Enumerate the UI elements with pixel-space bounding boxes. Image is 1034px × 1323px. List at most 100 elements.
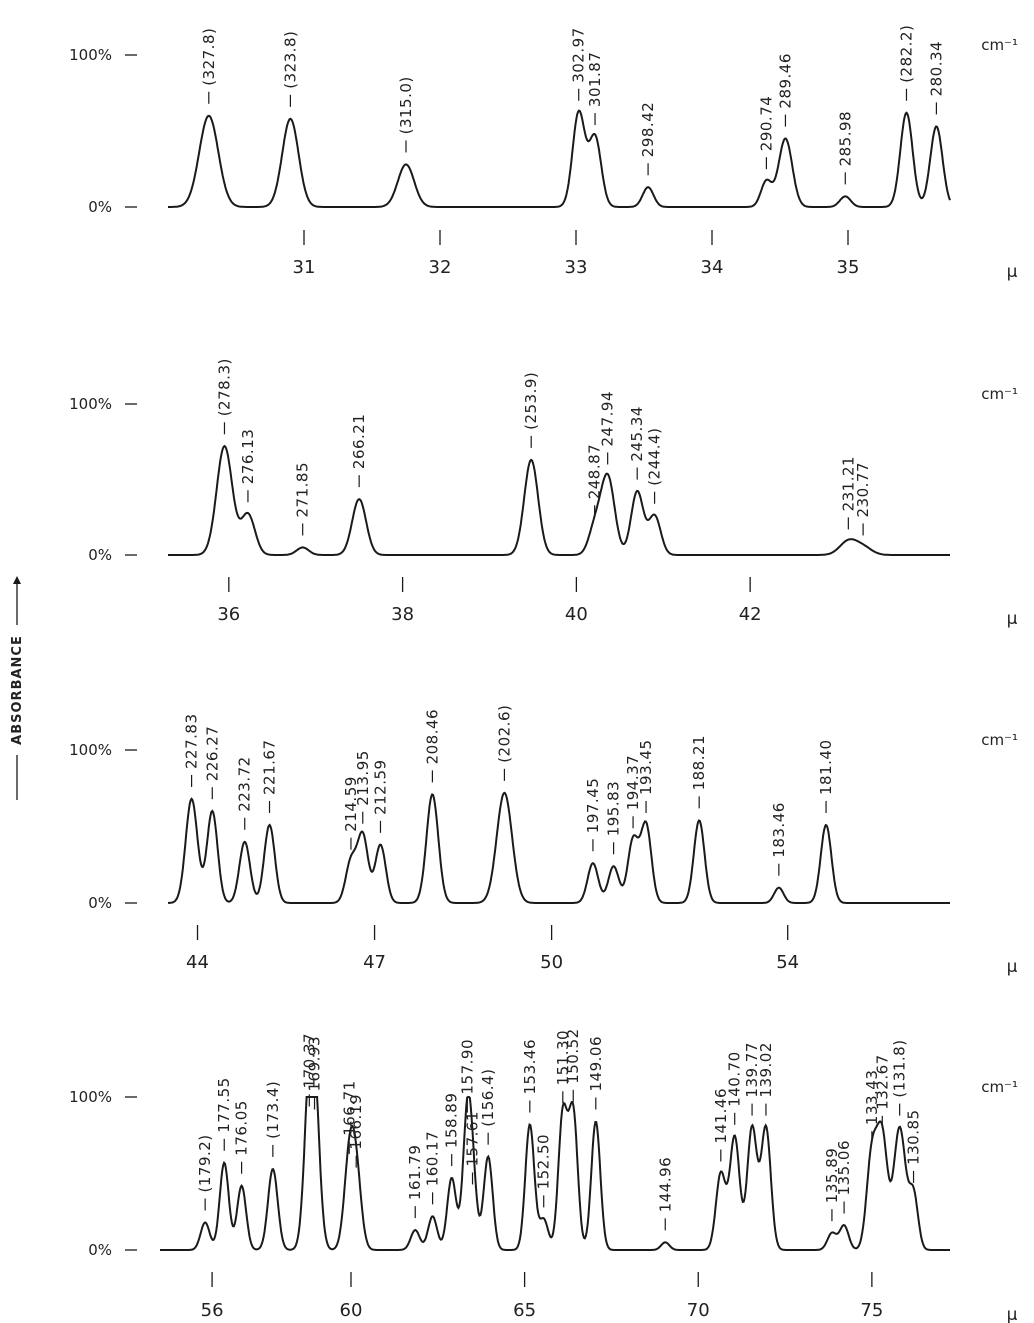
x-tick-label: 32	[429, 257, 452, 278]
peak-label: (278.3)	[216, 358, 234, 416]
peak-label: 149.06	[587, 1036, 605, 1092]
peak-label: 169.93	[306, 1036, 324, 1092]
peak-label: 135.06	[835, 1140, 853, 1196]
peak-label: 153.46	[521, 1039, 539, 1095]
peak-label: (323.8)	[281, 31, 299, 89]
peak-label: 285.98	[836, 111, 854, 167]
peak-label: 289.46	[776, 53, 794, 109]
peak-label: 302.97	[570, 27, 588, 83]
peak-label: 157.61	[464, 1111, 482, 1167]
y-axis-title: ABSORBANCE	[10, 635, 25, 745]
x-unit-label: μ	[1007, 609, 1018, 629]
wavenumber-unit-label: cm⁻¹	[981, 385, 1018, 403]
y-label-100: 100%	[69, 1088, 112, 1106]
spectrum-panel: 100% 0% cm⁻¹ μ 36 38 40 42 (278.3) 276.13 271.85 26…	[69, 358, 1018, 629]
x-tick-label: 75	[860, 1300, 883, 1321]
spectrum-panel: 100% 0% cm⁻¹ μ 56 60 65 70 75 (179.2)177.55 176.05…	[69, 1028, 1018, 1323]
wavenumber-unit-label: cm⁻¹	[981, 731, 1018, 749]
x-tick-label: 47	[363, 952, 386, 973]
peak-label: 140.70	[726, 1051, 744, 1107]
peak-label: 158.89	[443, 1093, 461, 1149]
peak-label: 208.46	[423, 709, 441, 765]
y-label-0: 0%	[88, 894, 112, 912]
peak-label: (173.4)	[264, 1081, 282, 1139]
peak-label: 160.17	[424, 1131, 442, 1187]
peak-label: 139.02	[757, 1042, 775, 1098]
peak-label: 227.83	[183, 714, 201, 770]
x-unit-label: μ	[1007, 1305, 1018, 1323]
peak-label: 157.90	[458, 1039, 476, 1095]
peak-label: 141.46	[712, 1088, 730, 1144]
peak-label: (253.9)	[522, 372, 540, 430]
x-tick-label: 40	[565, 604, 588, 625]
x-tick-label: 70	[687, 1300, 710, 1321]
peak-label: 223.72	[236, 756, 254, 812]
wavenumber-unit-label: cm⁻¹	[981, 1078, 1018, 1096]
peak-label: 166.19	[347, 1094, 365, 1150]
peak-label: 245.34	[628, 406, 646, 462]
peak-label: 290.74	[757, 96, 775, 152]
peak-label: 188.21	[690, 735, 708, 791]
peak-label: 194.37	[624, 755, 642, 811]
x-unit-label: μ	[1007, 957, 1018, 977]
spectrum-panel: 100% 0% cm⁻¹ μ 44 47 50 54 227.83 226.27 223.72 221…	[69, 705, 1018, 977]
y-label-0: 0%	[88, 546, 112, 564]
peak-label: 214.59	[342, 776, 360, 832]
peak-label: 298.42	[639, 102, 657, 158]
peak-label: (327.8)	[200, 28, 218, 86]
x-unit-label: μ	[1007, 262, 1018, 282]
x-tick-label: 65	[513, 1300, 536, 1321]
x-tick-label: 50	[540, 952, 563, 973]
x-tick-label: 42	[739, 604, 762, 625]
x-tick-label: 56	[201, 1300, 224, 1321]
peak-label: 195.83	[605, 781, 623, 837]
peak-label: (315.0)	[397, 76, 415, 134]
y-label-0: 0%	[88, 1241, 112, 1259]
peak-label: 276.13	[239, 429, 257, 485]
peak-label: 139.77	[743, 1042, 761, 1098]
spectrum-trace	[160, 1096, 950, 1251]
peak-label: 226.27	[203, 726, 221, 782]
peak-label: 150.52	[564, 1028, 582, 1084]
spectrum-panels: 100% 0% cm⁻¹ μ 31 32 33 34 35 (327.8) (323.8) (315.…	[69, 25, 1018, 1323]
peak-label: (244.4)	[646, 428, 664, 486]
peak-label: 271.85	[294, 462, 312, 518]
x-tick-label: 31	[293, 257, 316, 278]
x-tick-label: 38	[391, 604, 414, 625]
y-label-100: 100%	[69, 46, 112, 64]
peak-label: (179.2)	[196, 1134, 214, 1192]
y-label-100: 100%	[69, 741, 112, 759]
x-tick-label: 35	[837, 257, 860, 278]
y-label-100: 100%	[69, 395, 112, 413]
peak-label: 212.59	[372, 759, 390, 815]
peak-label: 132.67	[873, 1054, 891, 1110]
peak-label: 177.55	[215, 1077, 233, 1133]
peak-label: 133.43	[863, 1070, 881, 1126]
peak-label: 230.77	[854, 462, 872, 518]
peak-label: 213.95	[354, 750, 372, 806]
peak-label: 193.45	[637, 740, 655, 796]
x-tick-label: 54	[776, 952, 799, 973]
peak-label: 152.50	[535, 1134, 553, 1190]
y-axis-title-arrow-head	[13, 576, 21, 584]
peak-label: 181.40	[817, 740, 835, 796]
peak-label: 170.37	[300, 1033, 318, 1089]
peak-label: 130.85	[905, 1109, 923, 1165]
peak-label: 151.30	[554, 1030, 572, 1086]
peak-label: 166.71	[340, 1080, 358, 1136]
peak-label: (156.4)	[479, 1069, 497, 1127]
peak-label: 161.79	[406, 1145, 424, 1201]
peak-label: 301.87	[586, 52, 604, 108]
x-tick-label: 34	[701, 257, 724, 278]
peak-label: 144.96	[656, 1157, 674, 1213]
x-tick-label: 36	[217, 604, 240, 625]
peak-label: 197.45	[584, 778, 602, 834]
x-tick-label: 33	[565, 257, 588, 278]
peak-label: 135.89	[823, 1148, 841, 1204]
peak-label: 247.94	[599, 391, 617, 447]
peak-label: 176.05	[233, 1100, 251, 1156]
peak-label: (131.8)	[891, 1039, 909, 1097]
peak-label: (282.2)	[898, 25, 916, 83]
peak-label: 221.67	[261, 740, 279, 796]
